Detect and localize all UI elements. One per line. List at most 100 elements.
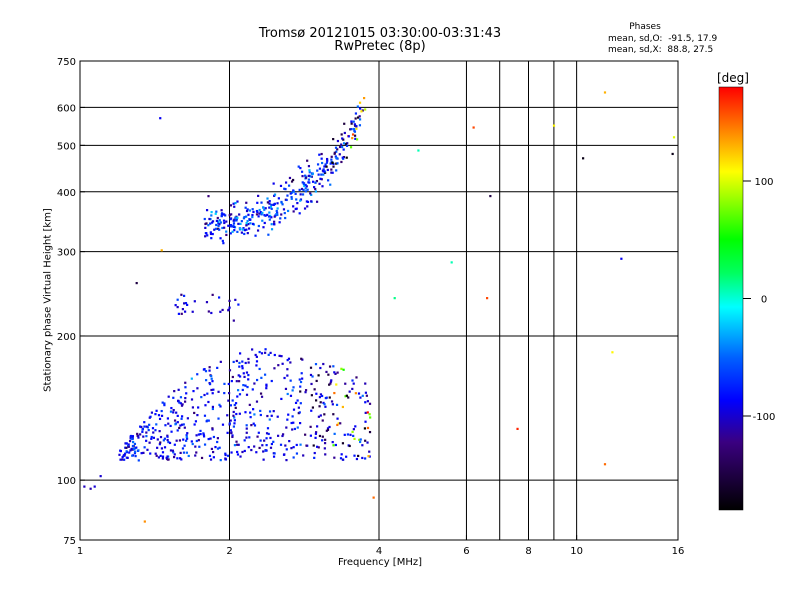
scatter-point [331, 403, 334, 406]
scatter-point [258, 212, 261, 215]
scatter-point [169, 410, 173, 413]
scatter-point [324, 438, 327, 441]
y-tick-label: 500 [57, 141, 76, 152]
scatter-point [235, 380, 238, 383]
scatter-point [180, 458, 183, 461]
scatter-point [330, 158, 333, 161]
scatter-point [194, 454, 197, 457]
scatter-point [232, 202, 235, 205]
scatter-point [369, 416, 372, 419]
scatter-point [329, 162, 332, 165]
scatter-point [120, 458, 124, 461]
scatter-point [215, 219, 219, 223]
scatter-point [160, 409, 163, 413]
x-tick-label: 16 [672, 546, 685, 557]
scatter-point [269, 436, 272, 440]
scatter-point [253, 445, 256, 448]
scatter-point [275, 209, 278, 213]
scatter-point [159, 435, 163, 439]
scatter-point [334, 155, 337, 158]
scatter-point [295, 207, 298, 210]
scatter-point [226, 431, 229, 434]
scatter-point [325, 429, 328, 432]
scatter-point [253, 413, 256, 416]
scatter-point [672, 136, 676, 139]
scatter-point [247, 378, 250, 381]
scatter-point [130, 437, 133, 440]
scatter-point [313, 186, 316, 189]
scatter-point [289, 192, 292, 195]
scatter-point [355, 125, 358, 128]
scatter-point [278, 221, 281, 224]
scatter-point [197, 439, 200, 442]
scatter-point [232, 319, 235, 322]
scatter-point [158, 430, 161, 433]
scatter-point [671, 152, 674, 156]
scatter-point [280, 200, 283, 204]
scatter-point [345, 156, 348, 159]
scatter-point [183, 444, 186, 447]
scatter-point [358, 101, 362, 104]
scatter-point [361, 109, 364, 112]
scatter-point [246, 385, 249, 389]
scatter-point [218, 228, 221, 231]
scatter-point [151, 427, 155, 430]
scatter-point [247, 227, 251, 230]
scatter-point [274, 214, 277, 217]
scatter-point [134, 455, 137, 458]
scatter-point [232, 222, 236, 225]
scatter-point [210, 374, 213, 378]
scatter-point [338, 145, 342, 149]
scatter-point [285, 459, 288, 462]
scatter-point [351, 133, 355, 136]
scatter-point [302, 188, 305, 192]
scatter-point [143, 421, 146, 424]
scatter-point [287, 357, 291, 360]
scatter-point [292, 189, 295, 192]
scatter-point [316, 169, 319, 172]
scatter-point [141, 430, 144, 433]
scatter-point [251, 388, 254, 391]
scatter-point [326, 428, 330, 431]
scatter-point [214, 445, 217, 449]
scatter-point [417, 149, 420, 152]
scatter-point [328, 383, 331, 386]
scatter-point [142, 451, 145, 454]
scatter-point [486, 297, 489, 300]
scatter-point [322, 362, 325, 366]
scatter-point [263, 214, 266, 217]
scatter-point [222, 219, 226, 222]
scatter-point [218, 403, 221, 406]
x-tick-label: 4 [376, 546, 382, 557]
scatter-point [318, 405, 321, 408]
scatter-point [129, 434, 133, 438]
scatter-point [125, 442, 128, 445]
scatter-point [177, 312, 181, 315]
scatter-point [141, 428, 144, 431]
x-tick-label: 8 [525, 546, 531, 557]
scatter-point [238, 361, 241, 365]
scatter-point [296, 201, 299, 205]
scatter-point [308, 169, 311, 172]
scatter-point [181, 308, 184, 311]
scatter-point [295, 443, 298, 447]
scatter-point [333, 456, 336, 459]
scatter-point [259, 409, 262, 413]
scatter-point [154, 413, 157, 416]
scatter-point [156, 438, 159, 441]
scatter-point [314, 187, 317, 191]
scatter-point [279, 217, 282, 220]
scatter-point [185, 439, 188, 442]
scatter-point [353, 134, 357, 137]
scatter-point [285, 426, 288, 429]
scatter-point [286, 368, 289, 371]
scatter-point [310, 175, 313, 178]
scatter-point [300, 170, 304, 173]
scatter-point [161, 455, 165, 458]
scatter-point [172, 396, 175, 399]
scatter-point [235, 412, 238, 416]
scatter-point [304, 433, 307, 436]
scatter-point [358, 118, 362, 121]
scatter-point [183, 310, 187, 313]
scatter-point [228, 422, 231, 425]
